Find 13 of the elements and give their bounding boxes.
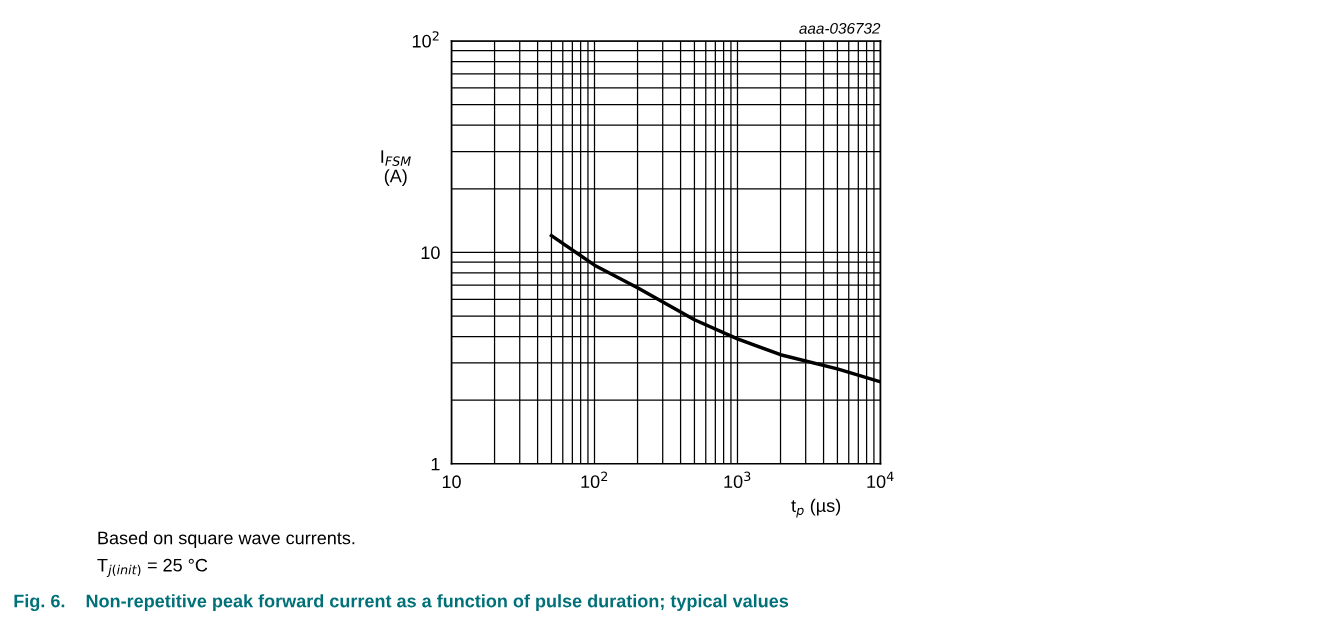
x-tick-label: 10$^{2}$	[581, 471, 608, 489]
text: T$_{j(init)}$ = 25 °C	[97, 558, 208, 577]
x-tick-label: 10	[442, 475, 461, 489]
x-axis-title: t$_{p}$ (µs)	[791, 498, 841, 518]
y-tick-label: 10	[421, 246, 440, 260]
y-tick-label: 10$^{2}$	[412, 31, 439, 48]
y-axis-title: I$_{FSM}$ (A)	[381, 150, 411, 186]
y-tick-label: 1	[431, 457, 440, 471]
text: aaa-036732	[799, 22, 881, 34]
text: Based on square wave currents.	[98, 531, 355, 548]
x-tick-label: 10$^{3}$	[724, 471, 751, 489]
text: Fig. 6. Non-repetitive peak forward current as a function of pulse duration; typical values	[14, 594, 789, 612]
x-tick-label: 10$^{4}$	[867, 471, 894, 489]
